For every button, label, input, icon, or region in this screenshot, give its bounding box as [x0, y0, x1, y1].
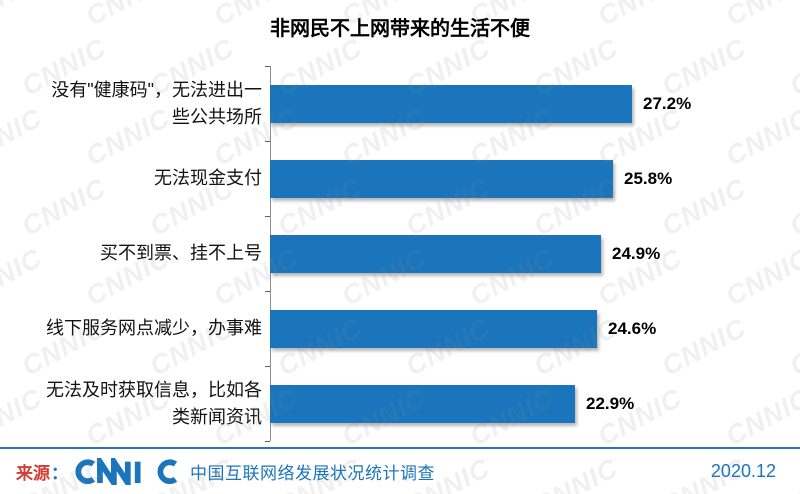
bar-row: 没有"健康码"，无法进出一 些公共场所 27.2% [0, 66, 800, 141]
plot-area: 没有"健康码"，无法进出一 些公共场所 27.2% 无法现金支付 25.8% 买不到票、… [0, 66, 800, 442]
bar [270, 384, 575, 423]
bar-track: 24.9% [270, 234, 800, 273]
bar-value-label: 22.9% [586, 393, 635, 413]
bar [270, 234, 601, 273]
axis-tick [265, 216, 270, 217]
bar-track: 25.8% [270, 159, 800, 198]
category-label: 没有"健康码"，无法进出一 些公共场所 [51, 79, 262, 127]
axis-tick [265, 441, 270, 442]
category-label: 线下服务网点减少，办事难 [46, 318, 262, 338]
category-label: 无法及时获取信息，比如各 类新闻资讯 [46, 379, 262, 427]
bar-value-label: 27.2% [643, 93, 692, 113]
source-text: 中国互联网络发展状况统计调查 [190, 464, 435, 483]
bar-track: 27.2% [270, 84, 800, 123]
report-date: 2020.12 [710, 461, 776, 481]
category-label: 无法现金支付 [154, 168, 262, 188]
axis-tick [265, 66, 270, 67]
cnnic-logo-icon [75, 458, 178, 485]
bar-track: 22.9% [270, 384, 800, 423]
axis-tick [265, 366, 270, 367]
footer-source: 来源 ： 中国互联网络发展状况统计调查 [16, 458, 435, 485]
bar [270, 309, 597, 348]
category-label: 买不到票、挂不上号 [100, 243, 262, 263]
axis-tick [265, 141, 270, 142]
bar-track: 24.6% [270, 309, 800, 348]
bar [270, 159, 613, 198]
bar-value-label: 25.8% [624, 168, 673, 188]
bar-row: 无法现金支付 25.8% [0, 141, 800, 216]
bar-value-label: 24.9% [612, 243, 661, 263]
axis-tick [265, 291, 270, 292]
bar-row: 无法及时获取信息，比如各 类新闻资讯 22.9% [0, 366, 800, 441]
footer: 来源 ： 中国互联网络发展状况统计调查 2020.12 [0, 447, 800, 494]
source-label: 来源 [16, 464, 50, 483]
bar-row: 买不到票、挂不上号 24.9% [0, 216, 800, 291]
bar-row: 线下服务网点减少，办事难 24.6% [0, 291, 800, 366]
bar-rows: 没有"健康码"，无法进出一 些公共场所 27.2% 无法现金支付 25.8% 买不到票、… [0, 66, 800, 441]
chart-title: 非网民不上网带来的生活不便 [270, 18, 530, 40]
bar-value-label: 24.6% [608, 318, 657, 338]
source-colon: ： [51, 464, 68, 483]
bar [270, 84, 632, 123]
